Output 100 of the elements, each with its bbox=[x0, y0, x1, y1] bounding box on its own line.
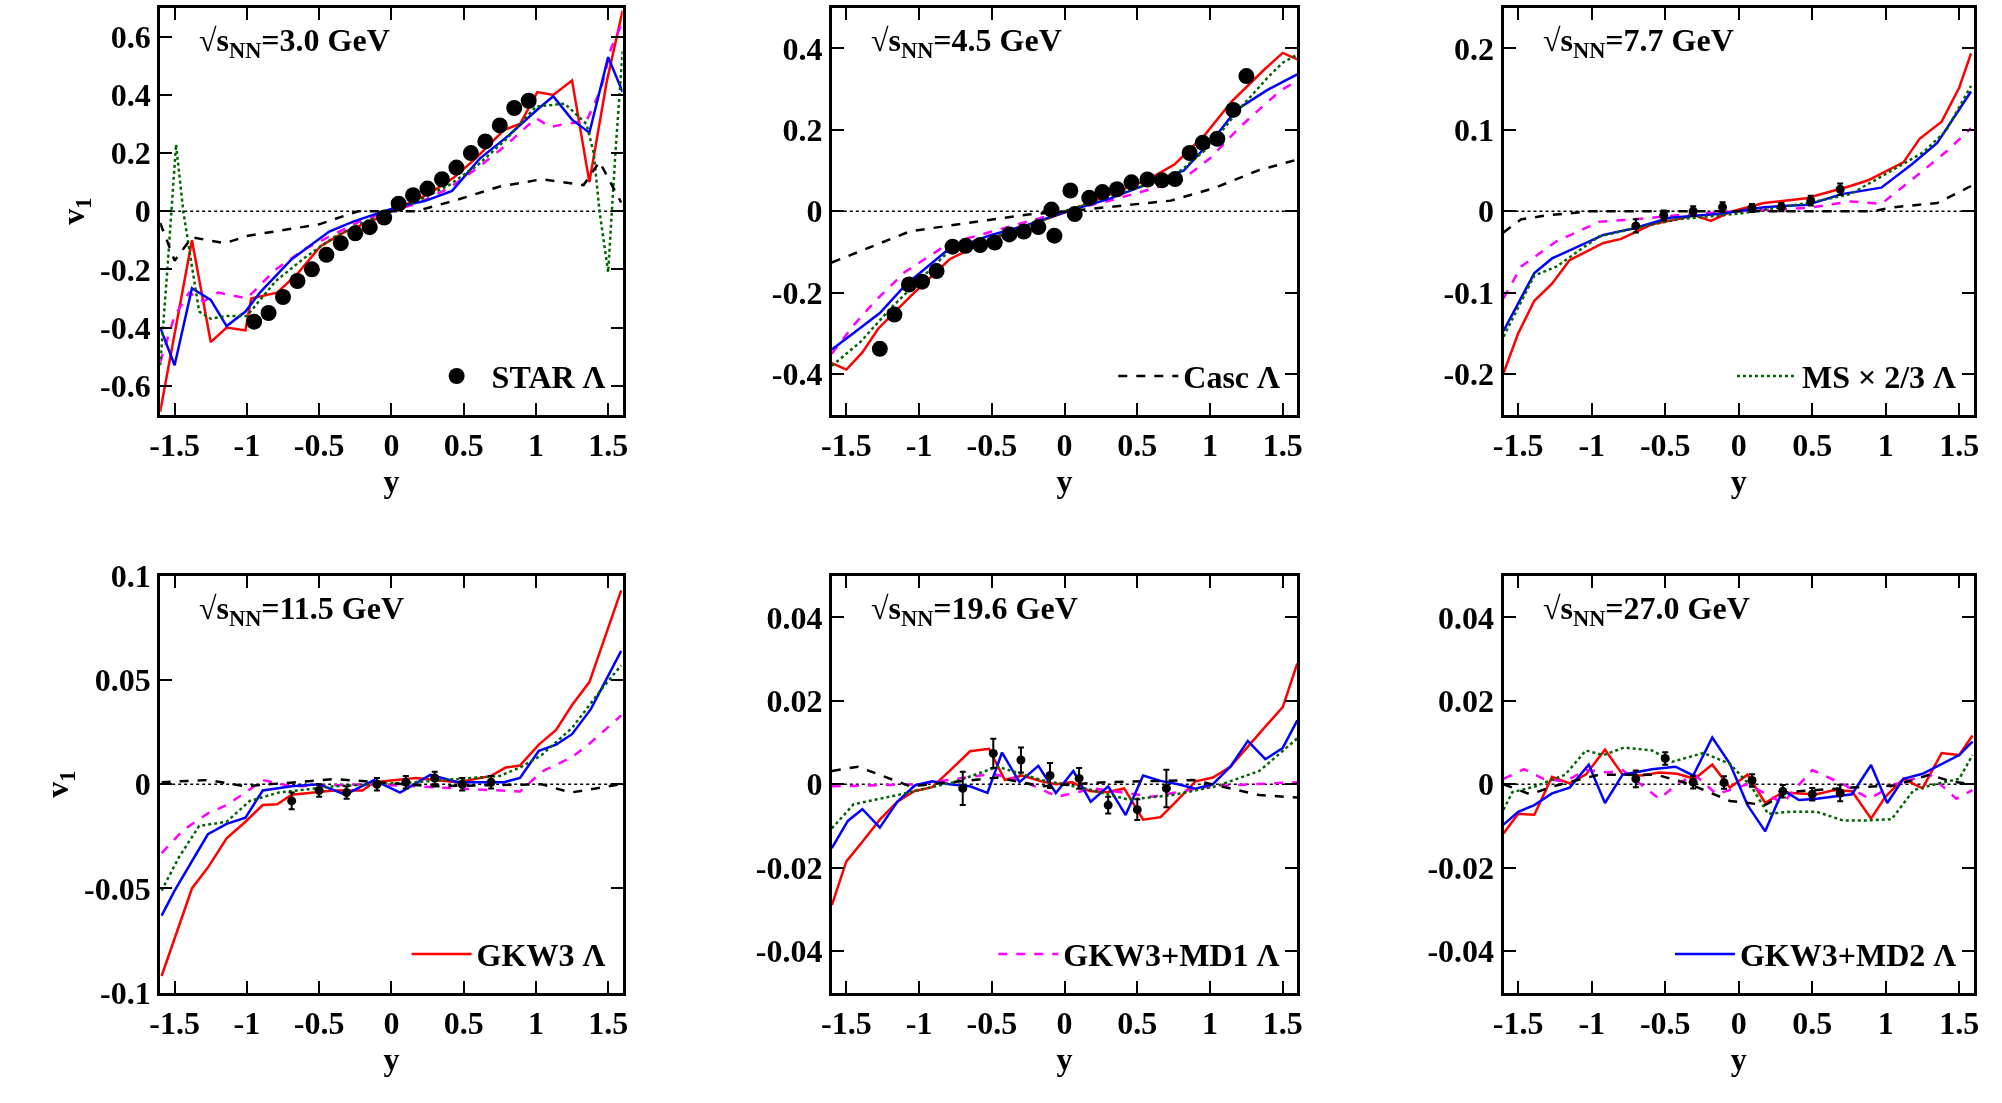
line-series bbox=[1503, 746, 1974, 822]
point bbox=[462, 145, 479, 162]
point bbox=[986, 234, 1003, 251]
point bbox=[1209, 130, 1226, 147]
x-axis-title: y bbox=[1056, 1041, 1073, 1078]
y-tick-label: 0 bbox=[806, 766, 823, 803]
point bbox=[1139, 171, 1156, 188]
x-tick-label: -1.5 bbox=[821, 1005, 872, 1042]
y-tick-label: -0.2 bbox=[100, 251, 151, 288]
x-tick-label: 1 bbox=[1877, 427, 1894, 464]
point bbox=[1045, 770, 1055, 780]
text: √s$_{NN}$=27.0 GeV bbox=[1543, 590, 1750, 631]
x-tick-label: 1 bbox=[1877, 1005, 1894, 1042]
x-tick-label: 0.5 bbox=[1792, 427, 1833, 464]
x-tick-label: -1 bbox=[233, 1005, 261, 1042]
x-tick-label: 0 bbox=[383, 1005, 400, 1042]
x-tick-label: 0 bbox=[1056, 427, 1073, 464]
y-tick-label: 0 bbox=[1478, 766, 1495, 803]
x-tick-label: 0 bbox=[1730, 1005, 1747, 1042]
point bbox=[886, 306, 903, 323]
x-tick-label: 1 bbox=[1202, 1005, 1219, 1042]
y-tick-label: -0.04 bbox=[755, 933, 823, 970]
point bbox=[405, 187, 422, 204]
point bbox=[1154, 172, 1171, 189]
x-tick-label: -1.5 bbox=[1492, 427, 1544, 464]
point bbox=[958, 783, 968, 793]
point bbox=[246, 313, 263, 330]
y-tick-label: 0.02 bbox=[766, 683, 823, 720]
point bbox=[390, 195, 407, 212]
line-series bbox=[831, 737, 1298, 830]
x-tick-label: -0.5 bbox=[293, 1005, 345, 1042]
x-tick-label: -0.5 bbox=[966, 1005, 1018, 1042]
y-tick-label: -0.05 bbox=[84, 870, 151, 907]
point bbox=[900, 276, 917, 293]
point bbox=[506, 100, 523, 117]
point bbox=[1074, 773, 1084, 783]
y-tick-label: -0.1 bbox=[1443, 274, 1495, 311]
y-tick-label: -0.6 bbox=[100, 367, 151, 404]
y-tick-label: 0.4 bbox=[782, 30, 823, 67]
point bbox=[1167, 171, 1184, 188]
x-tick-label: 1.5 bbox=[588, 1005, 629, 1042]
y-tick-label: 0 bbox=[134, 193, 151, 230]
legend-label: GKW3+MD1 Λ bbox=[1063, 937, 1280, 974]
point bbox=[520, 92, 537, 109]
point bbox=[1046, 227, 1063, 244]
x-tick-label: 0.5 bbox=[443, 427, 484, 464]
x-tick-label: 1 bbox=[527, 427, 544, 464]
x-tick-label: -0.5 bbox=[1639, 1005, 1691, 1042]
line-series bbox=[831, 158, 1298, 264]
point bbox=[1066, 206, 1083, 223]
x-axis-title: y bbox=[1056, 463, 1073, 500]
text: √s$_{NN}$=11.5 GeV bbox=[199, 590, 405, 631]
x-tick-label: -0.5 bbox=[966, 427, 1018, 464]
point bbox=[972, 237, 989, 253]
text: √s$_{NN}$=7.7 GeV bbox=[1543, 22, 1734, 63]
point bbox=[928, 263, 945, 280]
point bbox=[914, 273, 931, 290]
point bbox=[1631, 774, 1641, 784]
y-tick-label: 0.2 bbox=[110, 135, 151, 172]
point bbox=[275, 288, 291, 305]
legend-label: GKW3 Λ bbox=[476, 937, 606, 974]
line-series bbox=[831, 772, 1298, 798]
text: √s$_{NN}$=3.0 GeV bbox=[199, 22, 390, 63]
point bbox=[1094, 184, 1111, 201]
x-tick-label: 0.5 bbox=[1117, 427, 1158, 464]
point bbox=[988, 748, 998, 758]
point bbox=[448, 159, 465, 176]
point bbox=[1108, 181, 1125, 198]
point bbox=[289, 273, 306, 289]
x-tick-label: 0.5 bbox=[1792, 1005, 1833, 1042]
x-axis-title: y bbox=[1730, 1041, 1747, 1078]
y-tick-label: 0.2 bbox=[782, 112, 823, 149]
point bbox=[1030, 219, 1047, 236]
x-axis-title: y bbox=[1730, 463, 1747, 500]
point bbox=[1001, 226, 1018, 243]
point bbox=[287, 796, 297, 806]
legend-label: Casc Λ bbox=[1183, 359, 1281, 396]
point bbox=[1103, 800, 1113, 810]
point bbox=[1062, 182, 1079, 199]
legend-label: STAR Λ bbox=[491, 359, 606, 396]
y-tick-label: 0.04 bbox=[1438, 599, 1495, 636]
x-tick-label: -1 bbox=[233, 427, 261, 464]
x-tick-label: 1.5 bbox=[1939, 427, 1980, 464]
point bbox=[1123, 174, 1140, 191]
point bbox=[1043, 201, 1060, 218]
point bbox=[1194, 134, 1211, 151]
x-tick-label: -1 bbox=[905, 1005, 933, 1042]
point bbox=[1016, 755, 1026, 765]
legend-label: GKW3+MD2 Λ bbox=[1739, 937, 1957, 974]
line-series bbox=[831, 719, 1298, 850]
x-tick-label: 1.5 bbox=[1939, 1005, 1980, 1042]
point bbox=[491, 117, 508, 134]
y-tick-label: 0.02 bbox=[1438, 683, 1495, 720]
point bbox=[477, 133, 494, 150]
y-tick-label: 0 bbox=[806, 193, 823, 230]
y-tick-label: 0.05 bbox=[94, 662, 151, 699]
point bbox=[433, 171, 450, 188]
text: √s$_{NN}$=19.6 GeV bbox=[871, 590, 1078, 631]
x-axis-title: y bbox=[383, 463, 400, 500]
y-tick-label: -0.02 bbox=[1427, 849, 1495, 886]
